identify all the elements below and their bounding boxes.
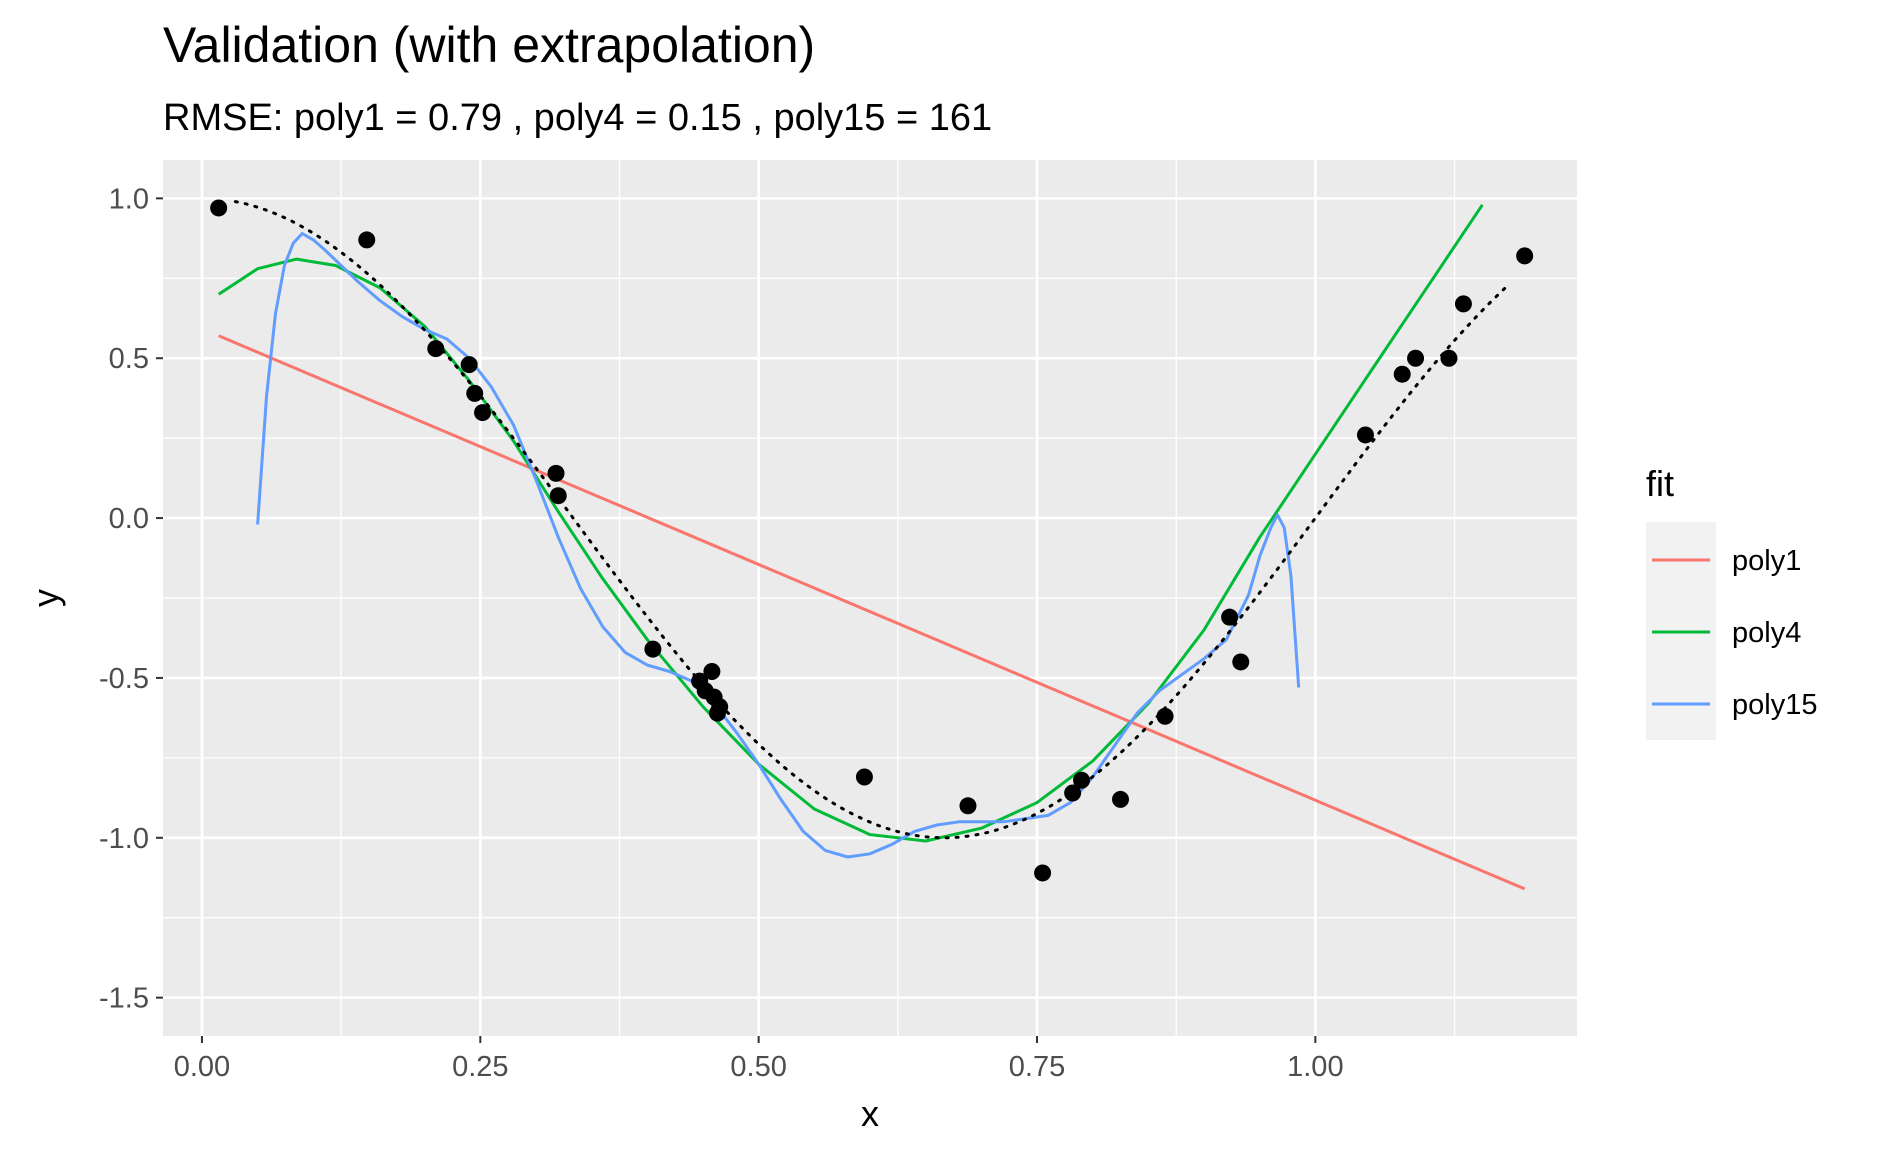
data-point [460,356,478,374]
legend-label-poly15: poly15 [1732,689,1817,721]
grid-minor [163,160,1577,1036]
y-tick-label: 1.0 [109,183,149,215]
data-point [427,340,445,358]
y-tick-label: -1.5 [99,983,149,1015]
y-tick-label: 0.0 [109,503,149,535]
legend-title: fit [1646,463,1674,504]
data-point [549,487,567,505]
data-point [466,384,484,402]
data-point [1407,349,1425,367]
y-tick-label: -1.0 [99,823,149,855]
x-tick-label: 0.50 [730,1051,786,1083]
y-tick-label: -0.5 [99,663,149,695]
data-point [1064,784,1082,802]
series-poly15-line [256,232,1301,859]
true-curve-layer [233,200,1507,840]
data-point [644,640,662,658]
data-point [711,698,729,716]
data-point [855,768,873,786]
data-point [210,199,228,217]
data-point [1232,653,1250,671]
data-point [1440,349,1458,367]
y-axis-title: y [25,589,66,607]
data-point [474,404,492,422]
data-point [959,797,977,815]
axis-ticks [156,197,1317,1043]
data-point [1516,247,1534,265]
x-tick-label: 1.00 [1287,1051,1343,1083]
y-tick-label: 0.5 [109,343,149,375]
data-point [1034,864,1052,882]
tick-labels: 0.00 0.25 0.50 0.75 1.00 -1.5 -1.0 -0.5 0.0 0.5 1.… [99,183,1344,1083]
data-point [703,663,721,681]
legend-label-poly1: poly1 [1732,545,1801,577]
series-lines [217,203,1526,891]
data-point [1112,790,1130,808]
data-point [1454,295,1472,313]
series-poly1-line [218,334,1526,891]
data-point [1356,426,1374,444]
true-curve-line [233,200,1507,840]
data-points [210,199,1534,882]
legend-items: poly1 poly4 poly15 [1652,545,1817,721]
legend: fit poly1 poly4 poly15 [1646,463,1817,740]
chart-title: Validation (with extrapolation) [163,17,815,73]
series-poly4-line [217,203,1484,843]
data-point [1393,365,1411,383]
data-point [358,231,376,249]
x-tick-label: 0.25 [452,1051,508,1083]
chart-subtitle: RMSE: poly1 = 0.79 , poly4 = 0.15 , poly… [163,97,992,139]
x-axis-title: x [861,1093,879,1134]
x-tick-label: 0.00 [174,1051,230,1083]
grid-major [163,160,1577,1036]
data-point [1156,707,1174,725]
x-tick-label: 0.75 [1009,1051,1065,1083]
data-point [1073,771,1091,789]
legend-label-poly4: poly4 [1732,617,1801,649]
data-point [1221,608,1239,626]
data-point [547,464,565,482]
